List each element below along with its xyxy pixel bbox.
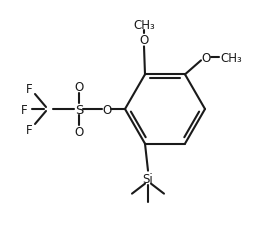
Text: CH₃: CH₃ [133,19,155,32]
Text: CH₃: CH₃ [220,52,242,64]
Text: Si: Si [143,172,153,185]
Text: F: F [26,82,32,95]
Text: S: S [75,103,83,116]
Text: F: F [26,124,32,137]
Text: F: F [21,103,27,116]
Text: O: O [102,103,112,116]
Text: O: O [139,34,149,47]
Text: O: O [74,80,84,93]
Text: O: O [74,126,84,139]
Text: O: O [201,52,211,64]
